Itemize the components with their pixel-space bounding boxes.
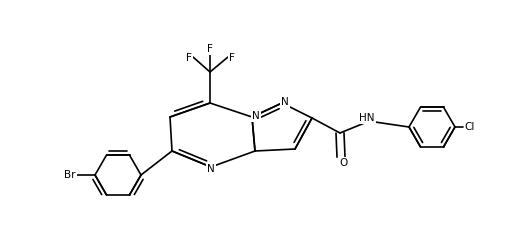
Text: O: O	[339, 158, 347, 168]
Text: F: F	[186, 53, 192, 63]
Text: Br: Br	[64, 170, 76, 180]
Text: HN: HN	[359, 113, 375, 123]
Text: N: N	[207, 164, 215, 174]
Text: F: F	[207, 44, 213, 54]
Text: N: N	[252, 111, 260, 121]
Text: N: N	[281, 97, 289, 107]
Text: Cl: Cl	[465, 122, 475, 132]
Text: F: F	[229, 53, 235, 63]
